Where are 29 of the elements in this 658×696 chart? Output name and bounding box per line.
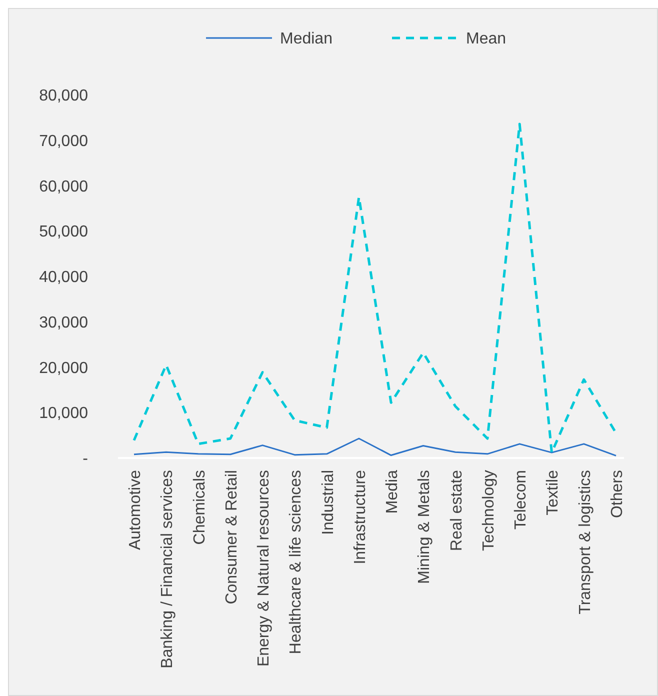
x-tick-label: Media bbox=[384, 470, 402, 514]
legend-label: Median bbox=[280, 30, 332, 48]
x-tick-label: Others bbox=[609, 470, 626, 518]
x-tick-label: Energy & Natural resources bbox=[256, 470, 273, 667]
x-tick-label: Industrial bbox=[320, 470, 337, 535]
y-tick-label: 20,000 bbox=[39, 360, 88, 377]
x-tick-label: Banking / Financial services bbox=[159, 470, 176, 668]
y-tick-label: 10,000 bbox=[39, 405, 88, 422]
line-series bbox=[133, 438, 617, 456]
x-tick-label: Healthcare & life sciences bbox=[288, 470, 305, 654]
x-tick-label: Technology bbox=[480, 470, 498, 551]
x-tick-label: Mining & Metals bbox=[416, 470, 434, 584]
y-tick-label: 50,000 bbox=[39, 224, 88, 241]
x-tick-label: Textile bbox=[544, 470, 562, 516]
x-tick-label: Telecom bbox=[512, 470, 530, 530]
y-tick-label: 30,000 bbox=[39, 314, 88, 332]
x-tick-label: Chemicals bbox=[191, 470, 208, 545]
y-tick-label: 80,000 bbox=[39, 88, 88, 105]
x-tick-label: Consumer & Retail bbox=[223, 470, 240, 604]
x-tick-label: Transport & logistics bbox=[576, 470, 594, 614]
line-series bbox=[132, 122, 618, 454]
x-tick-label: Infrastructure bbox=[352, 470, 369, 564]
legend-label: Mean bbox=[466, 30, 506, 48]
x-tick-label: Automotive bbox=[127, 470, 144, 550]
x-tick-label: Real estate bbox=[448, 470, 466, 551]
y-tick-label: 70,000 bbox=[39, 132, 88, 150]
y-tick-label: - bbox=[82, 450, 88, 468]
y-tick-label: 60,000 bbox=[39, 178, 88, 196]
y-tick-label: 40,000 bbox=[39, 269, 88, 286]
